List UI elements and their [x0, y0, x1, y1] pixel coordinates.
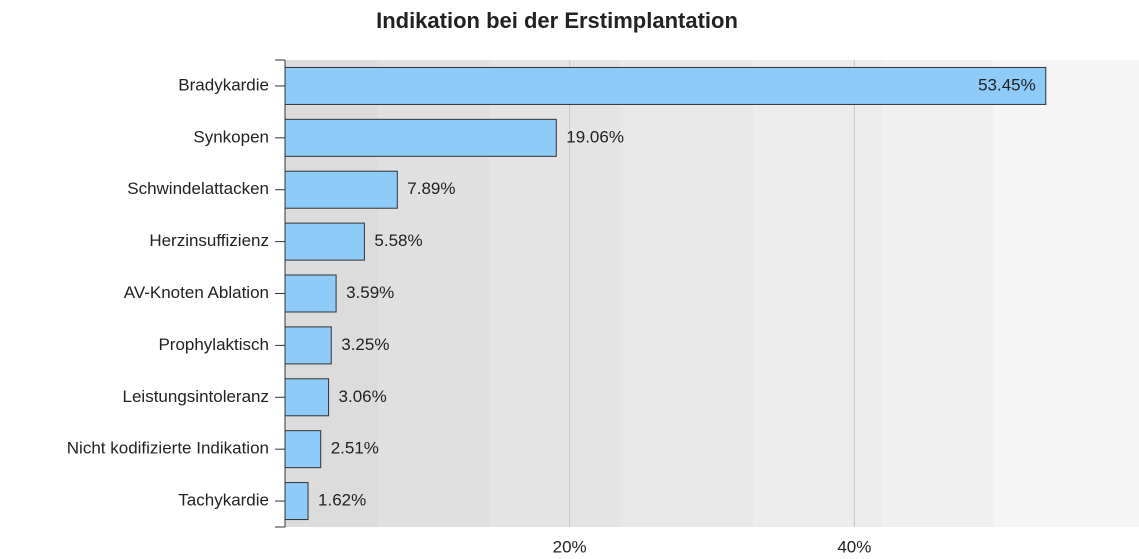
- y-tick-label: Herzinsuffizienz: [149, 231, 269, 250]
- y-tick-label: Tachykardie: [178, 491, 269, 510]
- value-label: 7.89%: [407, 179, 455, 198]
- value-label: 5.58%: [374, 231, 422, 250]
- x-tick-label: 20%: [553, 537, 587, 556]
- band: [993, 60, 1139, 527]
- value-label: 3.06%: [339, 387, 387, 406]
- band: [882, 60, 993, 527]
- y-tick-label: Leistungsintoleranz: [123, 387, 269, 406]
- y-tick-label: Prophylaktisch: [158, 335, 269, 354]
- y-tick-label: Schwindelattacken: [127, 179, 269, 198]
- band: [753, 60, 882, 527]
- value-label: 1.62%: [318, 491, 366, 510]
- bar: [284, 326, 332, 365]
- value-label: 2.51%: [331, 439, 379, 458]
- bar: [284, 222, 365, 261]
- x-tick-label: 40%: [837, 537, 871, 556]
- bar: [284, 118, 557, 157]
- bar: [284, 274, 337, 313]
- value-label: 19.06%: [566, 127, 624, 146]
- value-label: 3.25%: [341, 335, 389, 354]
- chart-title: Indikation bei der Erstimplantation: [376, 8, 738, 33]
- band: [620, 60, 753, 527]
- y-tick-label: Bradykardie: [178, 75, 269, 94]
- bar: [284, 170, 398, 209]
- bar: [284, 378, 330, 417]
- y-tick-label: AV-Knoten Ablation: [124, 283, 269, 302]
- value-label: 53.45%: [978, 75, 1036, 94]
- bar: [284, 482, 309, 521]
- bar: [284, 430, 322, 469]
- bar: [284, 66, 1047, 105]
- y-tick-label: Synkopen: [193, 127, 269, 146]
- y-tick-label: Nicht kodifizierte Indikation: [67, 439, 269, 458]
- value-label: 3.59%: [346, 283, 394, 302]
